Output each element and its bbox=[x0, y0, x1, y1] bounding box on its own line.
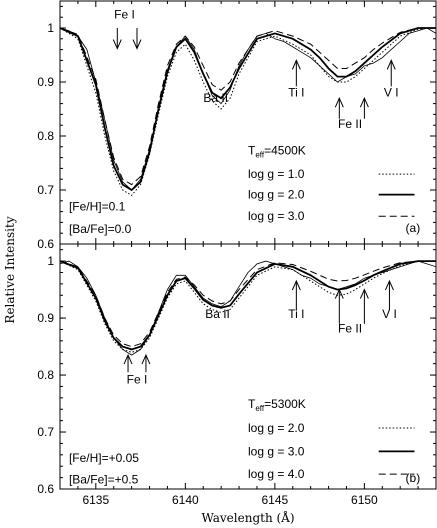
arrow-head bbox=[291, 59, 301, 70]
legend-label: log g = 1.0 bbox=[248, 167, 305, 181]
series-line-log-g--1.0 bbox=[60, 27, 436, 197]
teff-label: Teff=4500K bbox=[248, 143, 306, 159]
legend-label: log g = 3.0 bbox=[248, 444, 305, 458]
y-tick-label: 0.8 bbox=[37, 129, 54, 143]
x-tick-label: 6135 bbox=[82, 493, 109, 507]
series-line-log-g--2.0 bbox=[60, 27, 436, 192]
y-tick-label: 1 bbox=[47, 254, 54, 268]
line-label: Fe II bbox=[338, 117, 362, 131]
y-axis-title: Relative Intensity bbox=[3, 216, 17, 323]
series-line-log-g--4.0 bbox=[60, 260, 436, 348]
arrow-head bbox=[386, 59, 396, 70]
y-tick-label: 0.6 bbox=[37, 482, 54, 496]
arrow-head bbox=[123, 353, 133, 365]
abundance-label: [Fe/H]=+0.05 bbox=[69, 451, 139, 465]
x-axis-title: Wavelength (Å) bbox=[201, 510, 294, 525]
y-tick-label: 0.8 bbox=[37, 368, 54, 382]
legend-label: log g = 2.0 bbox=[248, 188, 305, 202]
arrow-head bbox=[384, 279, 394, 291]
line-label: Fe I bbox=[114, 7, 135, 21]
series-line-log-g--3.0 bbox=[60, 27, 436, 186]
arrow-head bbox=[359, 288, 369, 299]
arrow-head bbox=[291, 279, 301, 291]
series-line-log-g--2.0 bbox=[60, 260, 436, 353]
line-label: Ti I bbox=[288, 307, 304, 321]
line-label: Fe I bbox=[127, 373, 148, 387]
line-label: Ba II bbox=[205, 307, 230, 321]
legend-label: log g = 3.0 bbox=[248, 209, 305, 223]
arrow-head bbox=[132, 39, 142, 50]
arrow-head bbox=[141, 353, 151, 365]
y-tick-label: 0.6 bbox=[37, 237, 54, 251]
line-label: V I bbox=[382, 307, 397, 321]
y-tick-label: 0.7 bbox=[37, 425, 54, 439]
y-tick-label: 0.9 bbox=[37, 75, 54, 89]
panel-label: (b) bbox=[406, 471, 421, 485]
panel-label: (a) bbox=[406, 221, 421, 235]
x-tick-label: 6145 bbox=[262, 493, 289, 507]
series-line-observed bbox=[60, 27, 436, 191]
arrow-head bbox=[334, 96, 344, 108]
x-tick-label: 6140 bbox=[172, 493, 199, 507]
legend-label: log g = 2.0 bbox=[248, 421, 305, 435]
x-tick-label: 6150 bbox=[351, 493, 378, 507]
arrow-head bbox=[359, 96, 369, 108]
abundance-label: [Ba/Fe]=0.0 bbox=[69, 222, 132, 236]
arrow-head bbox=[112, 39, 122, 50]
line-label: Ti I bbox=[288, 86, 304, 100]
arrow-head bbox=[334, 288, 344, 299]
y-tick-label: 1 bbox=[47, 21, 54, 35]
line-label: Ba II bbox=[203, 91, 228, 105]
panel-a: 0.6 0.7 0.8 0.9 1 Fe I Ba II Ti I Fe II V I Teff=4… bbox=[37, 0, 437, 251]
series-line-log-g--3.0 bbox=[60, 260, 436, 351]
line-label: Fe II bbox=[338, 321, 362, 335]
y-tick-label: 0.9 bbox=[37, 311, 54, 325]
plot-frame-b bbox=[59, 243, 437, 490]
legend-label: log g = 4.0 bbox=[248, 467, 305, 481]
panel-b: 0.6 0.7 0.8 0.9 1 6135 6140 6145 6150 Fe I Ba II Ti… bbox=[37, 243, 437, 507]
y-tick-label: 0.7 bbox=[37, 183, 54, 197]
line-label: V I bbox=[384, 86, 399, 100]
abundance-label: [Ba/Fe]=+0.5 bbox=[69, 472, 139, 486]
teff-label: Teff=5300K bbox=[248, 397, 306, 413]
abundance-label: [Fe/H]=0.1 bbox=[69, 200, 126, 214]
